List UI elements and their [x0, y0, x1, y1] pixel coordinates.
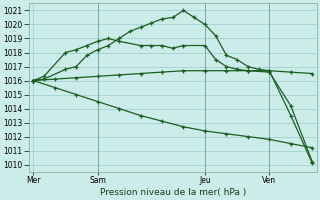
- X-axis label: Pression niveau de la mer( hPa ): Pression niveau de la mer( hPa ): [100, 188, 246, 197]
